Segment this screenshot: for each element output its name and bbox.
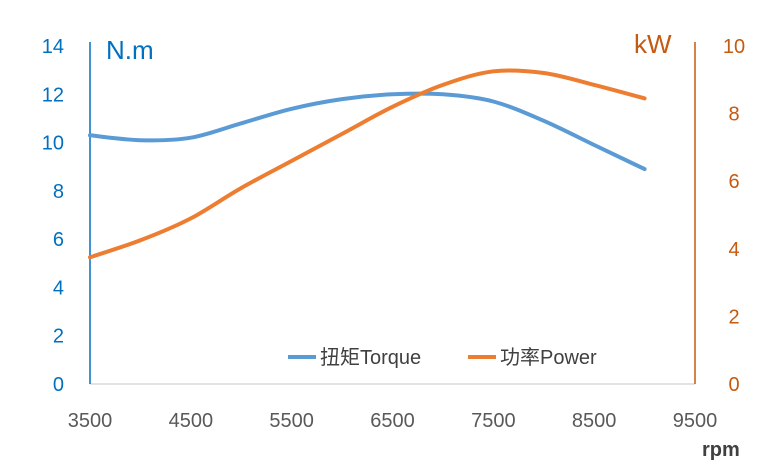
x-tick-label: 5500 xyxy=(269,410,314,432)
right-y-tick-label: 8 xyxy=(728,104,739,126)
x-tick-label: 6500 xyxy=(370,410,415,432)
series-lines xyxy=(88,68,647,260)
x-axis-ticks: 3500 4500 5500 6500 7500 8500 9500 xyxy=(68,410,718,432)
x-tick-label: 4500 xyxy=(169,410,214,432)
legend-label-torque: 扭矩Torque xyxy=(320,346,421,369)
right-y-tick-label: 4 xyxy=(728,239,739,261)
right-y-tick-label: 0 xyxy=(728,374,739,396)
left-y-tick-label: 6 xyxy=(53,229,64,251)
x-axis-unit: rpm xyxy=(702,439,740,461)
right-y-tick-label: 6 xyxy=(728,171,739,193)
left-y-tick-label: 14 xyxy=(42,36,64,58)
left-y-tick-label: 12 xyxy=(42,84,64,106)
x-tick-label: 8500 xyxy=(572,410,617,432)
x-tick-label: 9500 xyxy=(673,410,718,432)
left-y-tick-label: 10 xyxy=(42,133,64,155)
left-y-tick-label: 8 xyxy=(53,181,64,203)
left-y-tick-label: 2 xyxy=(53,326,64,348)
right-y-tick-label: 10 xyxy=(723,36,745,58)
right-y-tick-label: 2 xyxy=(728,306,739,328)
torque-series-line xyxy=(88,91,647,172)
legend-label-power: 功率Power xyxy=(500,346,597,369)
right-y-axis-ticks: 0 2 4 6 8 10 xyxy=(723,36,745,396)
left-y-tick-label: 4 xyxy=(53,277,64,299)
axes xyxy=(89,42,696,385)
x-tick-label: 3500 xyxy=(68,410,113,432)
left-y-axis-ticks: 0 2 4 6 8 10 12 14 xyxy=(42,36,64,396)
right-axis-unit: kW xyxy=(634,29,672,59)
legend: 扭矩Torque 功率Power xyxy=(288,346,597,369)
left-y-tick-label: 0 xyxy=(53,374,64,396)
left-axis-unit: N.m xyxy=(106,35,154,65)
x-tick-label: 7500 xyxy=(471,410,516,432)
power-series-line xyxy=(88,68,647,260)
